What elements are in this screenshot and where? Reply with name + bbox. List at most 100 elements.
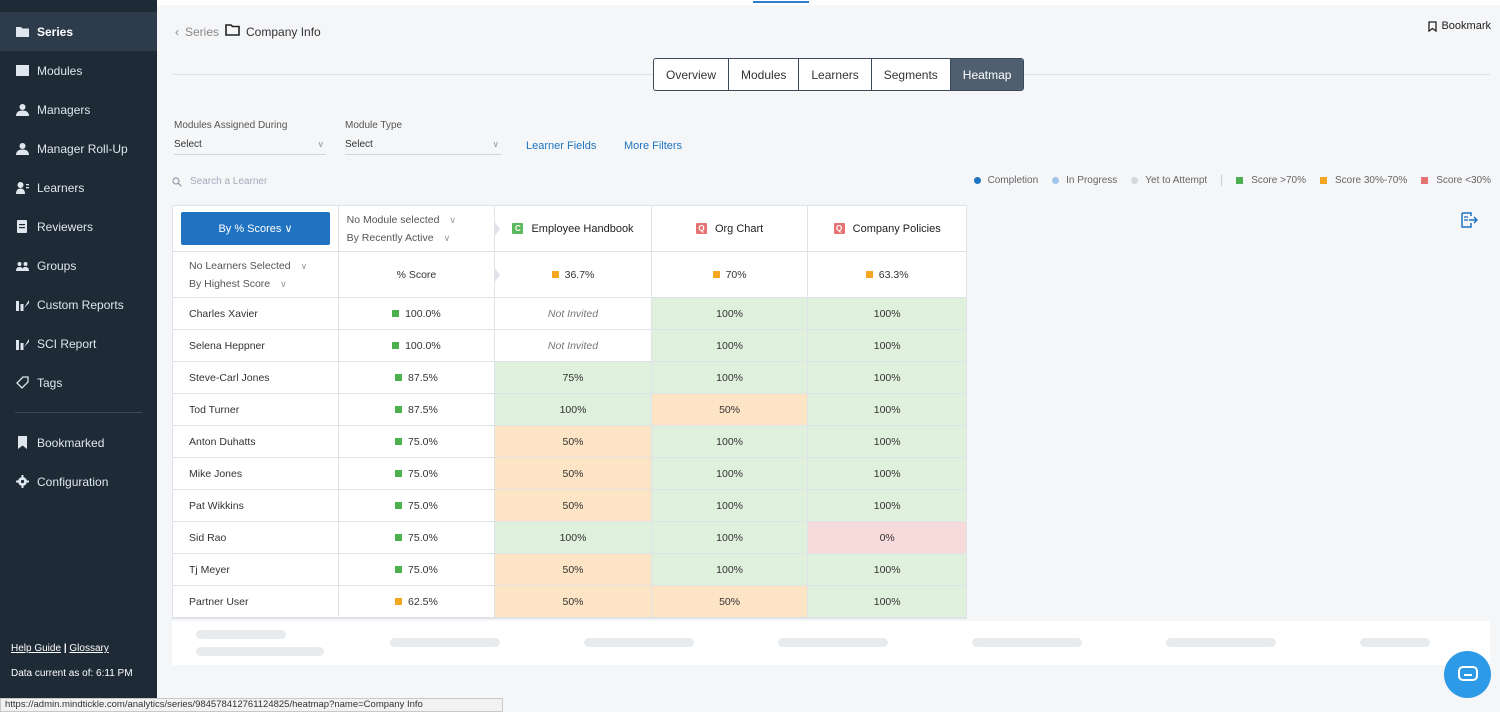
- heatmap-cell[interactable]: 100%: [808, 394, 966, 426]
- sidebar-item-managers[interactable]: Managers: [0, 90, 157, 129]
- learner-fields-link[interactable]: Learner Fields: [526, 140, 597, 152]
- heatmap-cell[interactable]: 50%: [495, 458, 652, 490]
- learner-name[interactable]: Steve-Carl Jones: [173, 362, 339, 394]
- heatmap-cell[interactable]: 100%: [651, 522, 809, 554]
- learner-search[interactable]: Search a Learner: [172, 176, 267, 187]
- learner-filter-select[interactable]: No Learners Selected ∨: [189, 259, 308, 272]
- heatmap-cell[interactable]: Not Invited: [495, 298, 652, 330]
- learner-name[interactable]: Tj Meyer: [173, 554, 339, 586]
- module-sort-select[interactable]: By Recently Active ∨: [346, 231, 451, 244]
- learner-name[interactable]: Sid Rao: [173, 522, 339, 554]
- heatmap-cell[interactable]: 50%: [651, 394, 809, 426]
- heatmap-cell[interactable]: 50%: [495, 426, 652, 458]
- module-filter-select[interactable]: No Module selected ∨: [346, 213, 457, 226]
- sidebar-item-learners[interactable]: Learners: [0, 168, 157, 207]
- heatmap-cell[interactable]: 100%: [808, 362, 966, 394]
- heatmap-cell[interactable]: 100%: [651, 298, 809, 330]
- breadcrumb-parent[interactable]: Series: [185, 24, 220, 39]
- learner-score: 75.0%: [338, 554, 496, 586]
- more-filters-link[interactable]: More Filters: [624, 140, 683, 152]
- heatmap-cell[interactable]: 50%: [651, 586, 809, 618]
- heatmap-cell[interactable]: 100%: [651, 458, 809, 490]
- heatmap-cell[interactable]: 100%: [651, 330, 809, 362]
- legend-score-low: Score <30%: [1421, 175, 1491, 186]
- heatmap-cell[interactable]: 50%: [495, 554, 652, 586]
- tab-learners[interactable]: Learners: [799, 59, 872, 90]
- heatmap-cell[interactable]: 100%: [651, 554, 809, 586]
- legend: Completion In Progress Yet to Attempt Sc…: [960, 175, 1491, 186]
- sidebar-item-groups[interactable]: Groups: [0, 246, 157, 285]
- chat-icon: [1457, 665, 1478, 681]
- heatmap-cell[interactable]: 100%: [808, 426, 966, 458]
- heatmap-cell[interactable]: 100%: [651, 426, 809, 458]
- heatmap-cell[interactable]: 100%: [808, 490, 966, 522]
- sort-by-scores-button[interactable]: By % Scores ∨: [181, 212, 330, 245]
- heatmap-cell[interactable]: 50%: [495, 586, 652, 618]
- chevron-down-icon: ∨: [284, 223, 293, 235]
- sidebar-item-series[interactable]: Series: [0, 12, 157, 51]
- tab-overview[interactable]: Overview: [654, 59, 730, 90]
- learner-name[interactable]: Mike Jones: [173, 458, 339, 490]
- module-badge: Q: [833, 223, 845, 234]
- chat-button[interactable]: [1444, 651, 1491, 698]
- heatmap-cell[interactable]: 100%: [495, 394, 652, 426]
- tag-icon: [15, 376, 29, 390]
- glossary-link[interactable]: Glossary: [69, 643, 109, 654]
- heatmap-cell[interactable]: 100%: [808, 298, 966, 330]
- chevron-down-icon: ∨: [317, 139, 324, 149]
- tab-heatmap[interactable]: Heatmap: [950, 59, 1024, 90]
- table-row: Mike Jones 75.0% 50% 100% 100%: [173, 458, 966, 490]
- heatmap-cell[interactable]: 100%: [808, 554, 966, 586]
- module-average: 70%: [651, 252, 809, 298]
- heatmap-cell[interactable]: 50%: [495, 490, 652, 522]
- heatmap-cell[interactable]: 100%: [651, 362, 809, 394]
- tab-bar: Overview Modules Learners Segments Heatmap: [653, 58, 1025, 91]
- heatmap-cell[interactable]: 75%: [495, 362, 652, 394]
- learner-sort-select[interactable]: By Highest Score ∨: [189, 277, 287, 290]
- learner-name[interactable]: Selena Heppner: [173, 330, 339, 362]
- chevron-down-icon: ∨: [443, 232, 451, 243]
- heatmap-cell[interactable]: 100%: [495, 522, 652, 554]
- bookmark-button[interactable]: Bookmark: [1428, 20, 1491, 32]
- learner-name[interactable]: Pat Wikkins: [173, 490, 339, 522]
- learner-name[interactable]: Tod Turner: [173, 394, 339, 426]
- sidebar-item-label: Bookmarked: [37, 435, 105, 450]
- heatmap-cell[interactable]: 100%: [808, 458, 966, 490]
- chevron-left-icon[interactable]: ‹: [175, 24, 179, 39]
- heatmap-cell[interactable]: 0%: [808, 522, 966, 554]
- learner-name[interactable]: Partner User: [173, 586, 339, 618]
- export-icon[interactable]: [1460, 212, 1478, 228]
- heatmap-cell[interactable]: 100%: [808, 330, 966, 362]
- module-header[interactable]: Q Company Policies: [808, 206, 966, 252]
- sidebar-item-custom-reports[interactable]: Custom Reports: [0, 285, 157, 324]
- sidebar-item-sci-report[interactable]: SCI Report: [0, 324, 157, 363]
- chevron-down-icon: ∨: [492, 139, 499, 149]
- footer-separator: |: [63, 643, 67, 654]
- bookmark-icon: [15, 436, 29, 450]
- sidebar-item-label: Configuration: [37, 474, 109, 489]
- table-row: Sid Rao 75.0% 100% 100% 0%: [173, 522, 966, 554]
- sidebar-item-label: Custom Reports: [37, 297, 124, 312]
- sidebar-item-configuration[interactable]: Configuration: [0, 462, 157, 501]
- module-header[interactable]: Q Org Chart: [651, 206, 809, 252]
- breadcrumb: ‹ Series Company Info: [175, 24, 321, 39]
- heatmap-cell[interactable]: 100%: [651, 490, 809, 522]
- assigned-filter-select[interactable]: Select ∨: [174, 139, 326, 155]
- tab-modules[interactable]: Modules: [729, 59, 800, 90]
- tab-segments[interactable]: Segments: [872, 59, 951, 90]
- score-header[interactable]: % Score: [338, 252, 496, 298]
- learner-name[interactable]: Anton Duhatts: [173, 426, 339, 458]
- table-summary-row: No Learners Selected ∨ By Highest Score ∨ …: [173, 252, 966, 298]
- sidebar-item-manager-roll-up[interactable]: Manager Roll-Up: [0, 129, 157, 168]
- module-header[interactable]: C Employee Handbook: [494, 206, 652, 252]
- sidebar-item-tags[interactable]: Tags: [0, 363, 157, 402]
- learner-name[interactable]: Charles Xavier: [173, 298, 339, 330]
- module-type-select[interactable]: Select ∨: [345, 139, 501, 155]
- heatmap-cell[interactable]: 100%: [808, 586, 966, 618]
- sidebar-item-modules[interactable]: Modules: [0, 51, 157, 90]
- heatmap-cell[interactable]: Not Invited: [495, 330, 652, 362]
- sidebar-item-bookmarked[interactable]: Bookmarked: [0, 423, 157, 462]
- sidebar-item-reviewers[interactable]: Reviewers: [0, 207, 157, 246]
- chevron-down-icon: ∨: [449, 214, 457, 225]
- help-guide-link[interactable]: Help Guide: [11, 643, 62, 654]
